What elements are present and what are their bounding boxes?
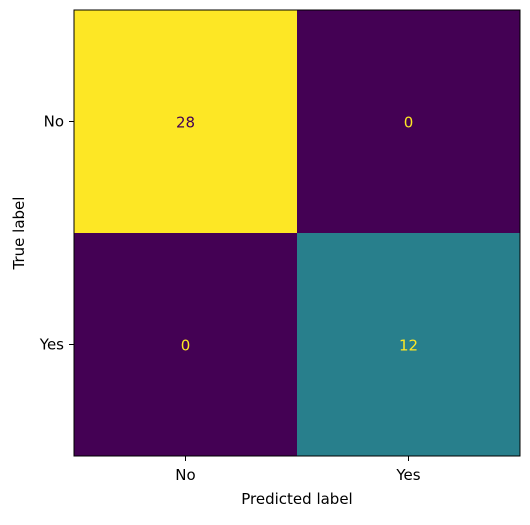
x-tick-label: Yes <box>395 466 420 484</box>
y-tick-label: Yes <box>39 336 64 354</box>
plot-frame <box>73 9 521 457</box>
y-axis-ticks: No Yes <box>39 113 74 354</box>
cell-value-label: 12 <box>399 337 418 355</box>
cell-value-labels: 28 0 0 12 <box>176 114 418 355</box>
y-tick-label: No <box>44 113 64 131</box>
y-axis-label: True label <box>10 197 28 271</box>
heatmap-cell-yes-yes <box>297 233 520 456</box>
heatmap-cell-no-no <box>74 10 297 233</box>
heatmap-cell-yes-no <box>74 233 297 456</box>
cell-value-label: 0 <box>404 114 414 132</box>
x-axis-label: Predicted label <box>241 490 352 508</box>
x-axis-ticks: No Yes <box>175 456 421 484</box>
cell-value-label: 0 <box>181 337 191 355</box>
x-tick-label: No <box>175 466 195 484</box>
cell-value-label: 28 <box>176 114 195 132</box>
heatmap-cell-no-yes <box>297 10 520 233</box>
heatmap-cells <box>74 10 520 456</box>
